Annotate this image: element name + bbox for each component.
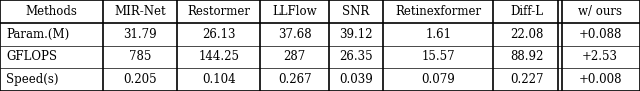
Text: GFLOPS: GFLOPS [6,50,58,63]
Text: 0.104: 0.104 [202,73,236,86]
Text: Methods: Methods [26,5,77,18]
Text: w/ ours: w/ ours [578,5,622,18]
Text: 15.57: 15.57 [422,50,455,63]
Text: Diff-L: Diff-L [510,5,543,18]
Text: 0.267: 0.267 [278,73,312,86]
Text: Param.(M): Param.(M) [6,28,70,41]
Text: 22.08: 22.08 [510,28,543,41]
Text: Retinexformer: Retinexformer [396,5,481,18]
Text: 0.205: 0.205 [123,73,157,86]
Text: 0.227: 0.227 [510,73,543,86]
Text: 0.039: 0.039 [339,73,373,86]
Text: 1.61: 1.61 [426,28,451,41]
Text: MIR-Net: MIR-Net [114,5,166,18]
Text: 88.92: 88.92 [510,50,543,63]
Text: 287: 287 [284,50,306,63]
Text: 144.25: 144.25 [198,50,239,63]
Text: 26.13: 26.13 [202,28,236,41]
Text: LLFlow: LLFlow [273,5,317,18]
Text: +0.008: +0.008 [579,73,622,86]
Text: +2.53: +2.53 [582,50,618,63]
Text: +0.088: +0.088 [579,28,622,41]
Text: Speed(s): Speed(s) [6,73,59,86]
Text: 26.35: 26.35 [339,50,373,63]
Text: 37.68: 37.68 [278,28,312,41]
Text: Restormer: Restormer [188,5,250,18]
Text: 31.79: 31.79 [123,28,157,41]
Text: 785: 785 [129,50,151,63]
Text: 39.12: 39.12 [339,28,373,41]
Text: 0.079: 0.079 [422,73,455,86]
Text: SNR: SNR [342,5,370,18]
